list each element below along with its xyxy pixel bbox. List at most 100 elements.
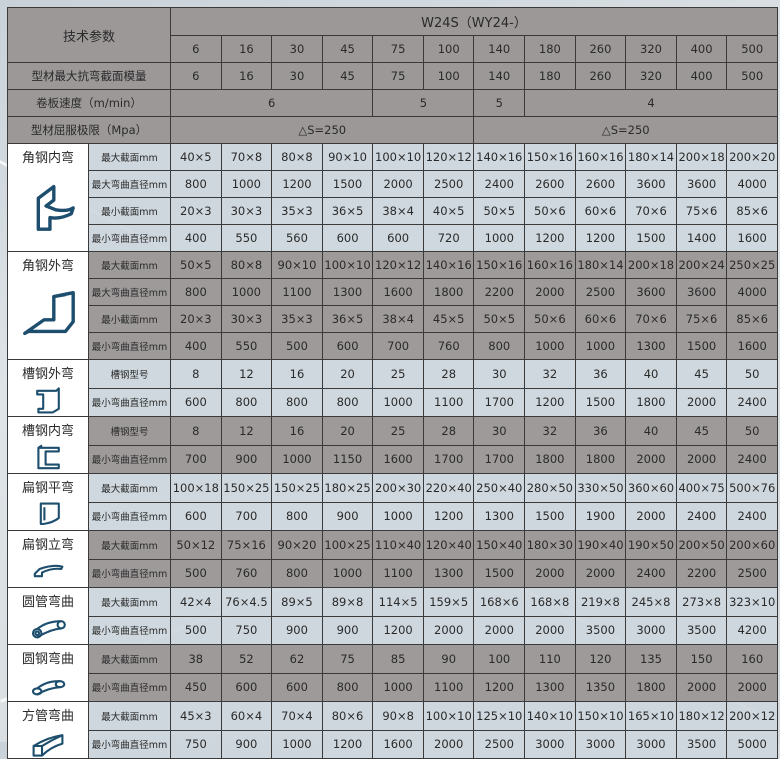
value-cell: 1200 bbox=[524, 224, 576, 252]
value-cell: 3000 bbox=[524, 729, 576, 759]
value-cell: 1200 bbox=[321, 729, 374, 759]
value-cell: 323×10 bbox=[726, 587, 778, 617]
value-cell: 1800 bbox=[524, 444, 576, 474]
value-cell: 2000 bbox=[473, 615, 526, 645]
value-cell: 85×6 bbox=[726, 197, 778, 225]
value-cell: 160 bbox=[726, 644, 778, 674]
value-cell: 85×6 bbox=[726, 305, 778, 333]
value-cell: 165×10 bbox=[625, 701, 677, 731]
value-cell: 20×3 bbox=[170, 197, 222, 225]
model-number: 45 bbox=[321, 35, 374, 63]
yield-value: △S=250 bbox=[170, 116, 475, 144]
group-cell: 圆钢弯曲 bbox=[7, 644, 89, 702]
row-label: 最大截面mm bbox=[87, 473, 172, 503]
value-cell: 150×10 bbox=[574, 701, 627, 731]
group-cell: 槽钢外弯 bbox=[7, 359, 89, 417]
value-cell: 800 bbox=[170, 278, 222, 306]
value-cell: 4000 bbox=[726, 278, 778, 306]
value-cell: 900 bbox=[321, 615, 374, 645]
value-cell: 1350 bbox=[574, 672, 627, 702]
value-cell: 45 bbox=[675, 359, 728, 389]
value-cell: 2500 bbox=[473, 729, 526, 759]
value-cell: 70×6 bbox=[625, 305, 677, 333]
value-cell: 75×16 bbox=[220, 530, 273, 560]
table-row: 最小弯曲直径mm 500 760 800 1000 1100 1300 1500 2000 200… bbox=[8, 558, 778, 588]
value-cell: 280×50 bbox=[524, 473, 576, 503]
spec-table: 技术参数 W24S（WY24-） 6 16 30 45 75 100 140 180 260 320 4… bbox=[6, 7, 778, 759]
yield-value: △S=250 bbox=[473, 116, 778, 144]
value-cell: 28 bbox=[422, 416, 475, 446]
row-label: 最小弯曲直径mm bbox=[87, 672, 172, 702]
group-name: 圆钢弯曲 bbox=[21, 652, 74, 667]
section-modulus-value: 260 bbox=[574, 62, 627, 90]
group-name: 槽钢内弯 bbox=[21, 424, 74, 439]
value-cell: 720 bbox=[422, 224, 475, 252]
group-cell: 扁钢平弯 bbox=[7, 473, 89, 531]
value-cell: 60×4 bbox=[220, 701, 273, 731]
value-cell: 3000 bbox=[625, 615, 677, 645]
table-row: 最大弯曲直径mm 800 1000 1200 1500 2000 2500 2400 2600 2… bbox=[8, 170, 778, 198]
value-cell: 75 bbox=[321, 644, 374, 674]
value-cell: 2400 bbox=[726, 387, 778, 417]
value-cell: 700 bbox=[220, 501, 273, 531]
yield-label: 型材屈服极限（Mpa） bbox=[6, 116, 172, 144]
value-cell: 2400 bbox=[675, 501, 728, 531]
value-cell: 90×10 bbox=[271, 251, 323, 279]
value-cell: 140×10 bbox=[524, 701, 576, 731]
speed-value: 6 bbox=[170, 89, 374, 117]
value-cell: 3000 bbox=[625, 729, 677, 759]
value-cell: 600 bbox=[220, 672, 273, 702]
table-row: 槽钢外弯 槽钢型号 8 12 16 20 25 28 30 32 36 40 45 50 bbox=[7, 359, 778, 417]
value-cell: 89×5 bbox=[271, 587, 323, 617]
flat-steel-edge-bend-icon bbox=[33, 564, 64, 578]
value-cell: 2400 bbox=[726, 444, 778, 474]
model-number: 6 bbox=[170, 35, 222, 63]
flat-steel-flat-bend-icon bbox=[39, 502, 60, 526]
value-cell: 180×25 bbox=[321, 473, 374, 503]
table-row: 圆钢弯曲 最大截面mm 38 52 62 75 85 90 100 110 120 135 150 160 bbox=[7, 644, 778, 702]
value-cell: 40 bbox=[625, 416, 677, 446]
value-cell: 12 bbox=[220, 416, 273, 446]
value-cell: 600 bbox=[170, 387, 222, 417]
value-cell: 150×25 bbox=[271, 473, 323, 503]
value-cell: 800 bbox=[220, 387, 273, 417]
value-cell: 400 bbox=[170, 224, 222, 252]
group-name: 扁钢平弯 bbox=[21, 481, 74, 496]
table-row: 最小弯曲直径mm 450 600 600 800 1000 1100 1200 1300 1350… bbox=[8, 672, 778, 702]
value-cell: 1300 bbox=[625, 332, 677, 360]
row-label: 最小截面mm bbox=[87, 305, 172, 333]
value-cell: 450 bbox=[170, 672, 222, 702]
value-cell: 1600 bbox=[372, 278, 424, 306]
value-cell: 32 bbox=[524, 359, 576, 389]
value-cell: 12 bbox=[220, 359, 273, 389]
value-cell: 25 bbox=[372, 359, 424, 389]
value-cell: 180×14 bbox=[574, 251, 627, 279]
value-cell: 40×5 bbox=[170, 143, 222, 171]
section-modulus-label: 型材最大抗弯截面模量 bbox=[6, 62, 172, 90]
table-row: 卷板速度（m/min） 6 5 5 4 bbox=[6, 89, 778, 117]
square-tube-bend-icon bbox=[32, 734, 64, 757]
value-cell: 50×6 bbox=[524, 197, 576, 225]
section-modulus-value: 45 bbox=[321, 62, 374, 90]
row-label: 最大截面mm bbox=[87, 644, 172, 674]
value-cell: 70×4 bbox=[271, 701, 323, 731]
value-cell: 3000 bbox=[574, 729, 627, 759]
value-cell: 1800 bbox=[574, 444, 627, 474]
value-cell: 2400 bbox=[473, 170, 526, 198]
value-cell: 125×10 bbox=[473, 701, 526, 731]
value-cell: 250×25 bbox=[726, 251, 778, 279]
value-cell: 2000 bbox=[422, 615, 475, 645]
value-cell: 2000 bbox=[675, 444, 728, 474]
value-cell: 1200 bbox=[574, 224, 627, 252]
table-row: 扁钢平弯 最大截面mm 100×18 150×25 150×25 180×25 200×30… bbox=[7, 473, 778, 531]
table-row: 最小弯曲直径mm 400 550 560 600 600 720 1000 1200 1200 15… bbox=[8, 224, 778, 252]
value-cell: 150 bbox=[675, 644, 728, 674]
value-cell: 35×3 bbox=[271, 305, 323, 333]
value-cell: 50×12 bbox=[170, 530, 222, 560]
value-cell: 90 bbox=[422, 644, 475, 674]
value-cell: 80×8 bbox=[271, 143, 323, 171]
value-cell: 180×12 bbox=[675, 701, 728, 731]
round-bar-bend-icon bbox=[31, 680, 66, 696]
value-cell: 50×5 bbox=[170, 251, 222, 279]
value-cell: 90×20 bbox=[271, 530, 323, 560]
